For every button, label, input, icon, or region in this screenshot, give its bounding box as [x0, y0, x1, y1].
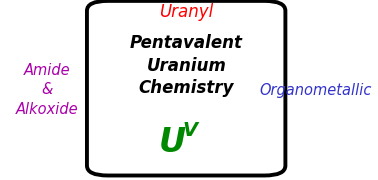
Text: Uranyl: Uranyl: [159, 3, 214, 21]
Text: Amide
&
Alkoxide: Amide & Alkoxide: [16, 63, 79, 117]
Text: V: V: [182, 121, 197, 140]
Text: Pentavalent
Uranium
Chemistry: Pentavalent Uranium Chemistry: [130, 35, 243, 97]
Text: U: U: [159, 126, 186, 159]
FancyBboxPatch shape: [87, 1, 285, 176]
Text: Organometallic: Organometallic: [259, 82, 372, 98]
